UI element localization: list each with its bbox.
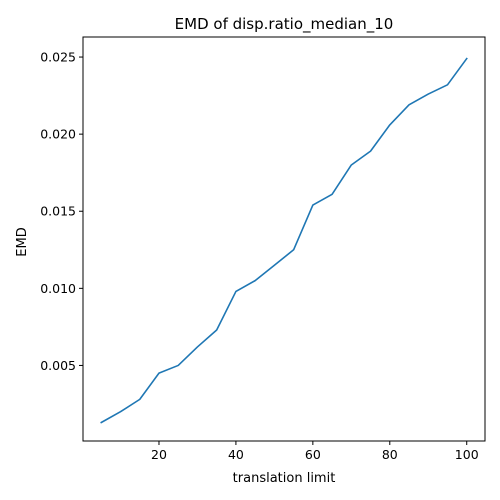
y-tick-label: 0.020 (40, 127, 76, 142)
x-tick-label: 100 (455, 447, 479, 462)
x-tick-label: 40 (228, 447, 244, 462)
x-tick-label: 80 (382, 447, 398, 462)
y-tick-label: 0.005 (40, 358, 76, 373)
y-axis: 0.005 0.010 0.015 0.020 0.025 (40, 50, 83, 373)
x-axis: 20 40 60 80 100 (151, 441, 479, 462)
y-tick-label: 0.010 (40, 281, 76, 296)
x-tick-label: 60 (305, 447, 321, 462)
series-layer (100, 57, 468, 424)
x-tick-label: 20 (151, 447, 167, 462)
x-axis-label: translation limit (233, 471, 336, 486)
chart-title: EMD of disp.ratio_median_10 (175, 15, 394, 34)
plot-frame (82, 36, 486, 442)
y-tick-label: 0.025 (40, 50, 76, 65)
y-tick-label: 0.015 (40, 204, 76, 219)
y-axis-label: EMD (15, 227, 30, 256)
series-line (100, 57, 468, 424)
plot-area (82, 36, 486, 442)
